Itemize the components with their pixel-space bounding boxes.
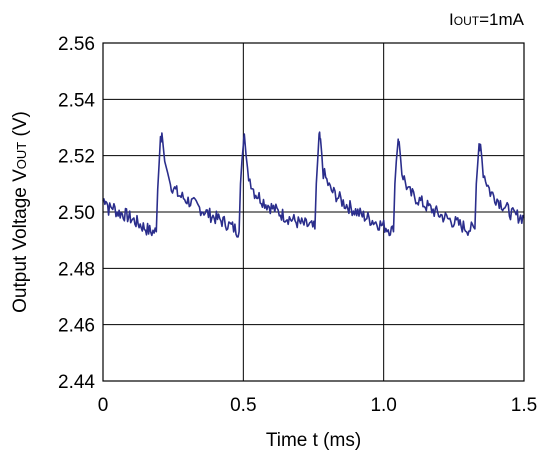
y-tick-label: 2.52 [58,147,95,168]
y-tick-label: 2.48 [58,259,95,280]
x-tick-labels: 0 0.5 1.0 1.5 [98,395,538,416]
condition-annotation: IOUT=1mA [449,10,525,29]
y-axis-label-rest: (V) [10,111,31,142]
annotation-sub: OUT [454,14,480,28]
y-tick-label: 2.44 [58,372,95,393]
x-tick-label: 1.0 [370,395,396,416]
x-tick-label: 0.5 [230,395,256,416]
y-axis-label-sub: OUT [14,142,29,170]
plot-frame [102,42,525,382]
annotation-rest: =1mA [479,10,525,29]
y-axis-label-main: Output Voltage V [10,169,31,313]
y-tick-label: 2.50 [58,203,95,224]
y-tick-label: 2.46 [58,316,95,337]
x-tick-label: 1.5 [511,395,537,416]
voltage-trace-line [102,131,525,238]
voltage-trace [102,131,525,238]
y-tick-label: 2.54 [58,90,95,111]
annotation-main: I [449,10,454,29]
x-axis-label: Time t (ms) [266,430,361,451]
y-axis-label: Output Voltage VOUT (V) [10,111,31,313]
y-tick-labels: 2.44 2.46 2.48 2.50 2.52 2.54 2.56 [58,34,95,393]
y-tick-label: 2.56 [58,34,95,55]
x-tick-label: 0 [98,395,109,416]
grid-lines [102,42,525,382]
